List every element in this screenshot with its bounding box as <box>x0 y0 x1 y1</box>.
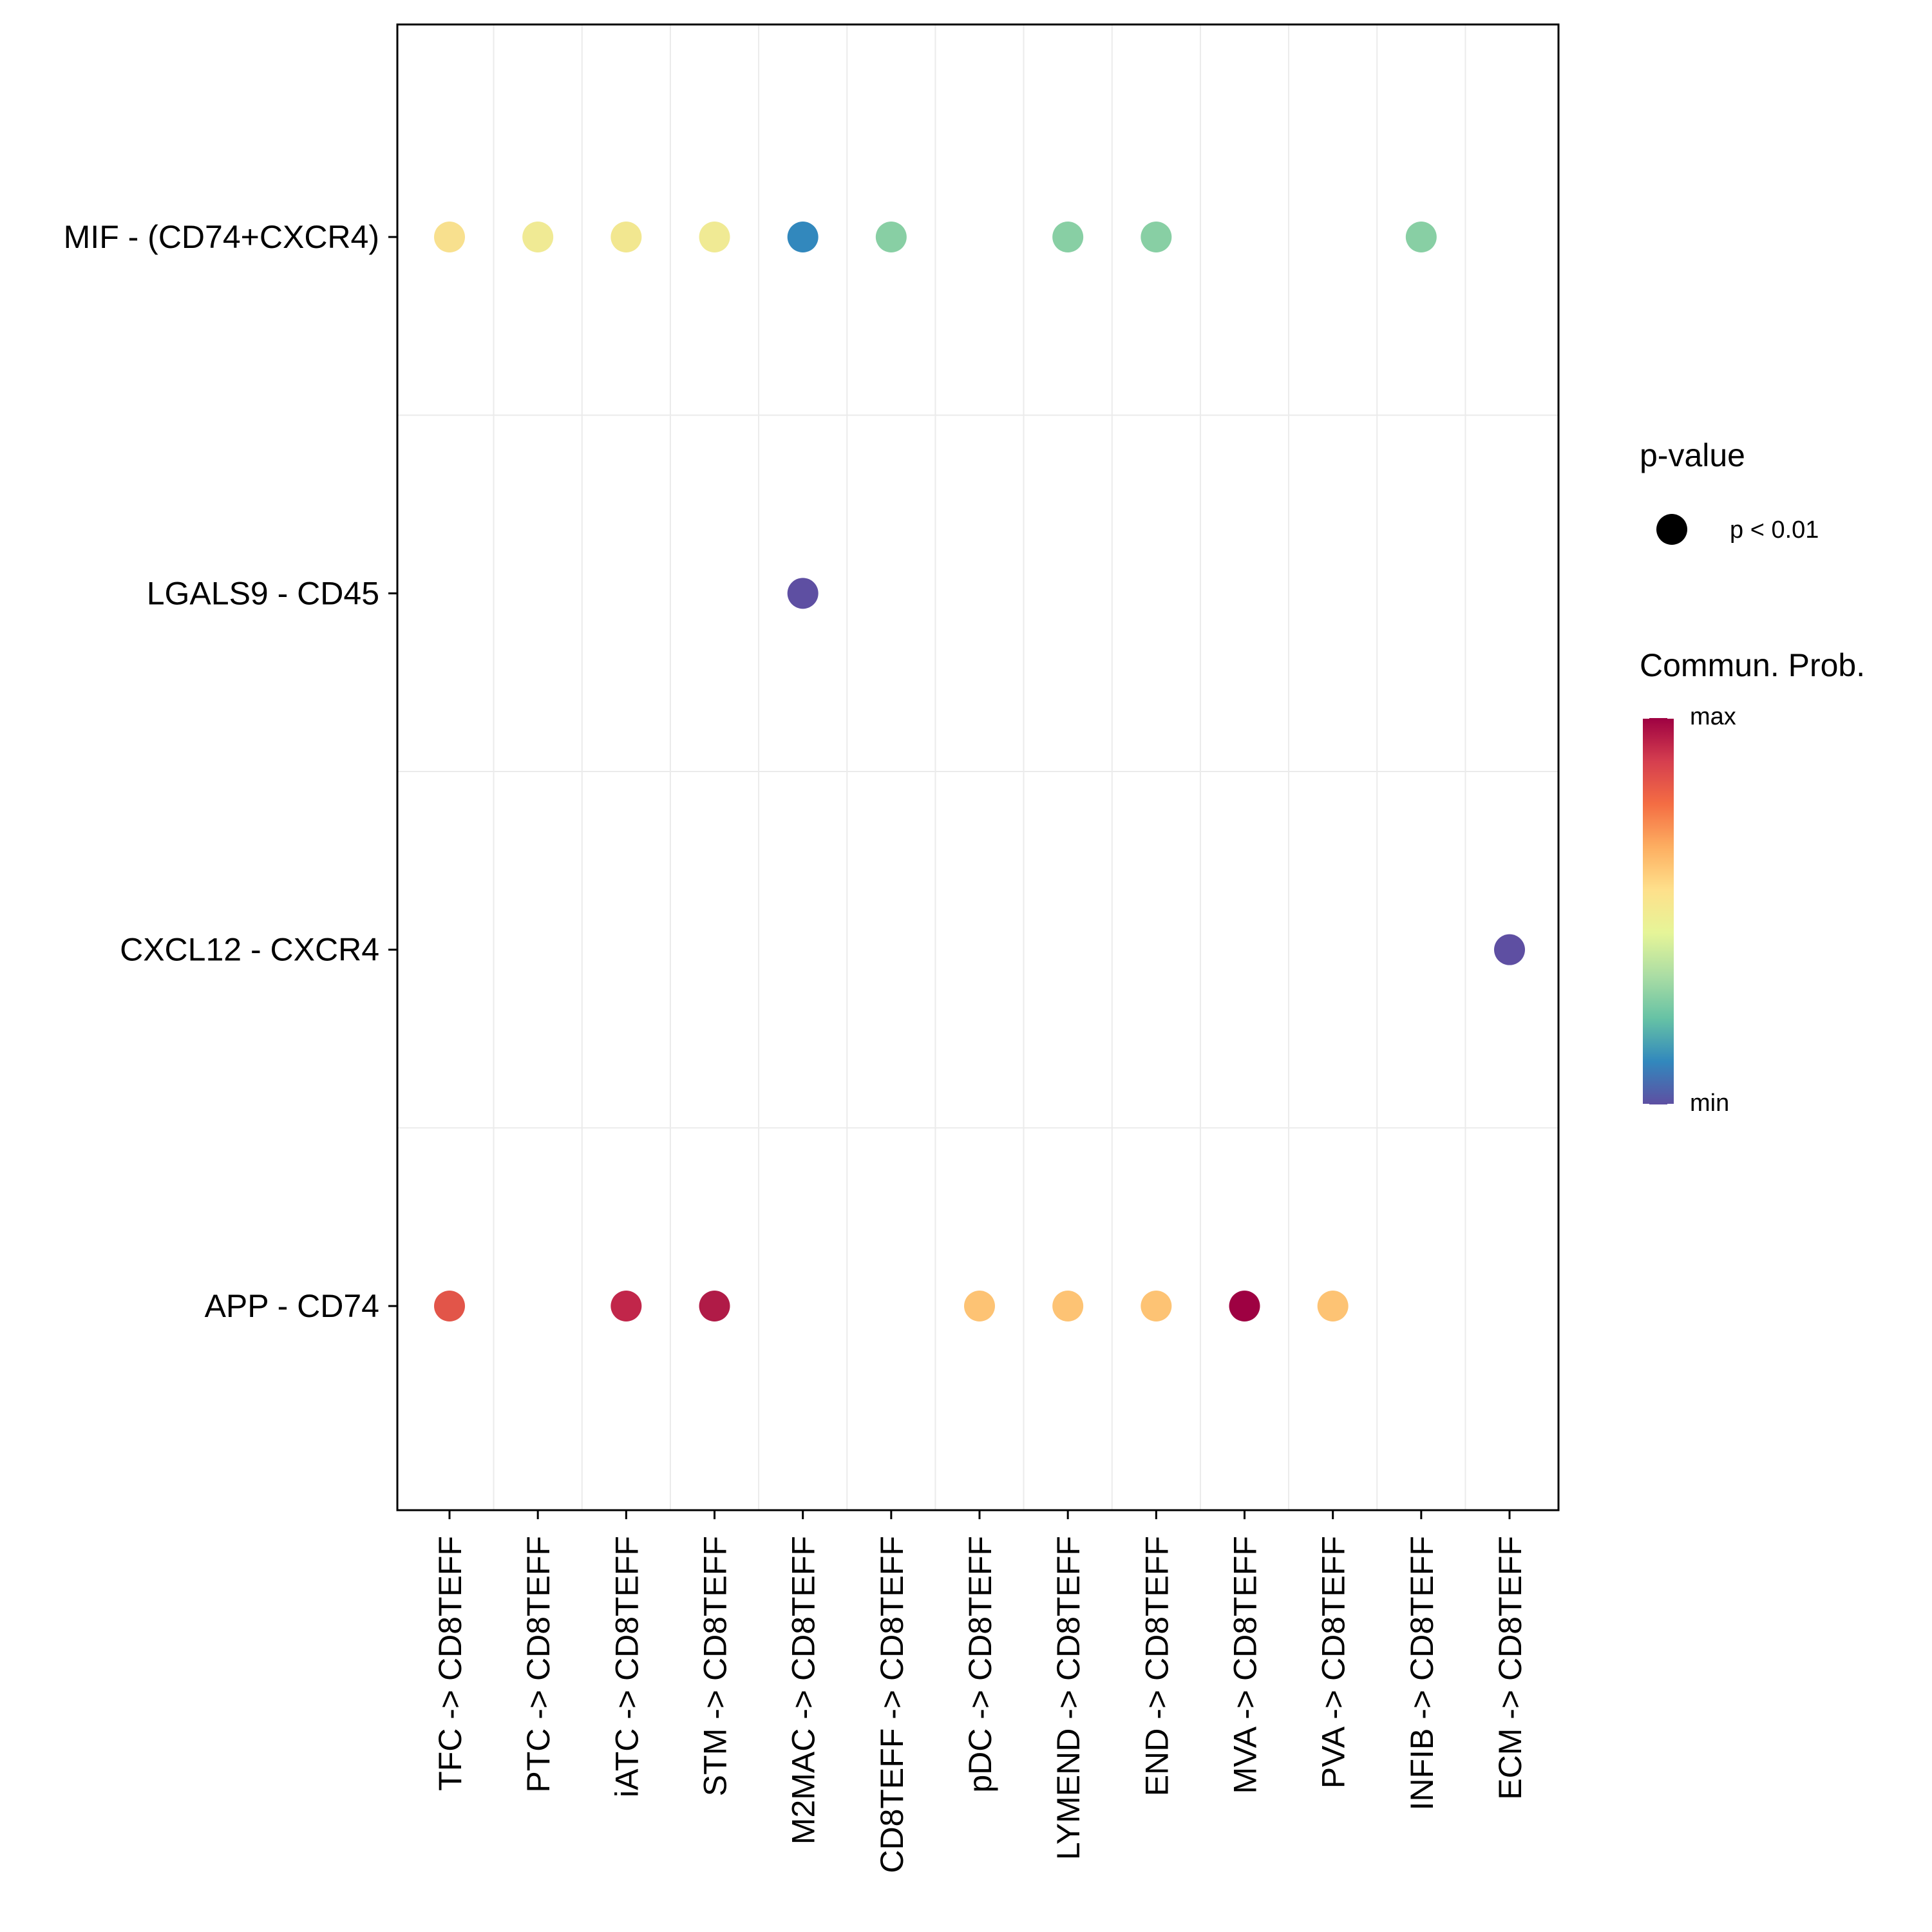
x-tick-label: STM -> CD8TEFF <box>697 1536 734 1796</box>
x-tick-label: CD8TEFF -> CD8TEFF <box>874 1536 910 1873</box>
data-point <box>699 1291 730 1321</box>
data-point <box>434 222 465 252</box>
y-axis: MIF - (CD74+CXCR4) LGALS9 - CD45 CXCL12 - … <box>64 219 397 1324</box>
x-tick-label: PVA -> CD8TEFF <box>1316 1536 1352 1788</box>
data-point <box>787 578 819 609</box>
data-point <box>611 1291 642 1321</box>
x-tick-label: MVA -> CD8TEFF <box>1227 1536 1264 1794</box>
x-tick-label: ECM -> CD8TEFF <box>1492 1536 1528 1800</box>
data-point <box>1494 934 1525 965</box>
data-point <box>1405 222 1437 252</box>
panel-border <box>396 23 1560 1511</box>
x-tick-label: M2MAC -> CD8TEFF <box>786 1536 822 1844</box>
colorbar <box>1643 718 1674 1104</box>
data-point <box>434 1291 465 1321</box>
data-point <box>964 1291 995 1321</box>
y-tick-label: CXCL12 - CXCR4 <box>120 932 379 968</box>
legend-pvalue: p-value p < 0.01 <box>1640 437 1819 545</box>
data-points <box>434 222 1525 1321</box>
data-point <box>1229 1291 1260 1321</box>
x-tick-label: END -> CD8TEFF <box>1139 1536 1175 1796</box>
colorbar-max-label: max <box>1690 703 1736 730</box>
data-point <box>699 222 730 252</box>
grid-lines <box>397 24 1558 1510</box>
data-point <box>522 222 554 252</box>
data-point <box>1141 222 1172 252</box>
y-tick-label: APP - CD74 <box>205 1288 379 1324</box>
x-tick-label: LYMEND -> CD8TEFF <box>1050 1536 1086 1860</box>
y-tick-label: LGALS9 - CD45 <box>147 575 379 611</box>
data-point <box>611 222 642 252</box>
x-tick-label: iATC -> CD8TEFF <box>609 1536 645 1797</box>
x-tick-label: PTC -> CD8TEFF <box>520 1536 556 1793</box>
x-tick-label: pDC -> CD8TEFF <box>962 1536 998 1793</box>
data-point <box>875 222 907 252</box>
x-axis: TFC -> CD8TEFF PTC -> CD8TEFF iATC -> CD8T… <box>432 1510 1528 1873</box>
legend-colorbar-title: Commun. Prob. <box>1640 647 1865 683</box>
data-point <box>1052 1291 1084 1321</box>
legend-commun-prob: Commun. Prob. max min <box>1640 647 1865 1117</box>
data-point <box>1141 1291 1172 1321</box>
legend-pvalue-title: p-value <box>1640 437 1745 473</box>
data-point <box>1052 222 1084 252</box>
y-tick-label: MIF - (CD74+CXCR4) <box>64 219 379 255</box>
x-tick-label: TFC -> CD8TEFF <box>432 1536 468 1791</box>
legend-pvalue-label: p < 0.01 <box>1730 516 1819 544</box>
data-point <box>1317 1291 1349 1321</box>
colorbar-min-label: min <box>1690 1090 1729 1117</box>
data-point <box>787 222 819 252</box>
legend-pvalue-dot <box>1656 514 1687 545</box>
x-tick-label: INFIB -> CD8TEFF <box>1404 1536 1440 1810</box>
